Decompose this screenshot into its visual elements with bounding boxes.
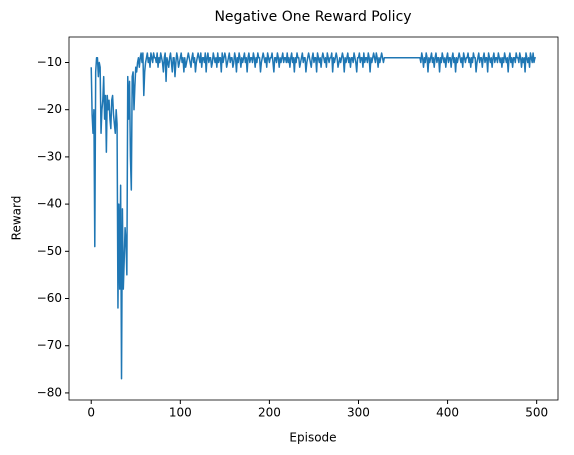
y-tick-label: −10 [37, 55, 62, 69]
y-tick-label: −20 [37, 102, 62, 116]
y-tick-label: −60 [37, 291, 62, 305]
y-tick-label: −80 [37, 385, 62, 399]
y-tick-label: −40 [37, 197, 62, 211]
x-tick-label: 300 [347, 406, 370, 420]
x-tick-label: 0 [87, 406, 95, 420]
reward-line [90, 52, 536, 380]
x-tick-label: 400 [436, 406, 459, 420]
y-tick-label: −30 [37, 149, 62, 163]
x-tick-label: 100 [169, 406, 192, 420]
y-tick-label: −70 [37, 338, 62, 352]
chart-title: Negative One Reward Policy [214, 9, 411, 25]
x-tick-label: 500 [525, 406, 548, 420]
x-tick-label: 200 [258, 406, 281, 420]
y-axis-label: Reward [10, 196, 24, 241]
plot-frame [68, 36, 559, 401]
x-axis-label: Episode [289, 431, 336, 445]
y-tick-label: −50 [37, 244, 62, 258]
